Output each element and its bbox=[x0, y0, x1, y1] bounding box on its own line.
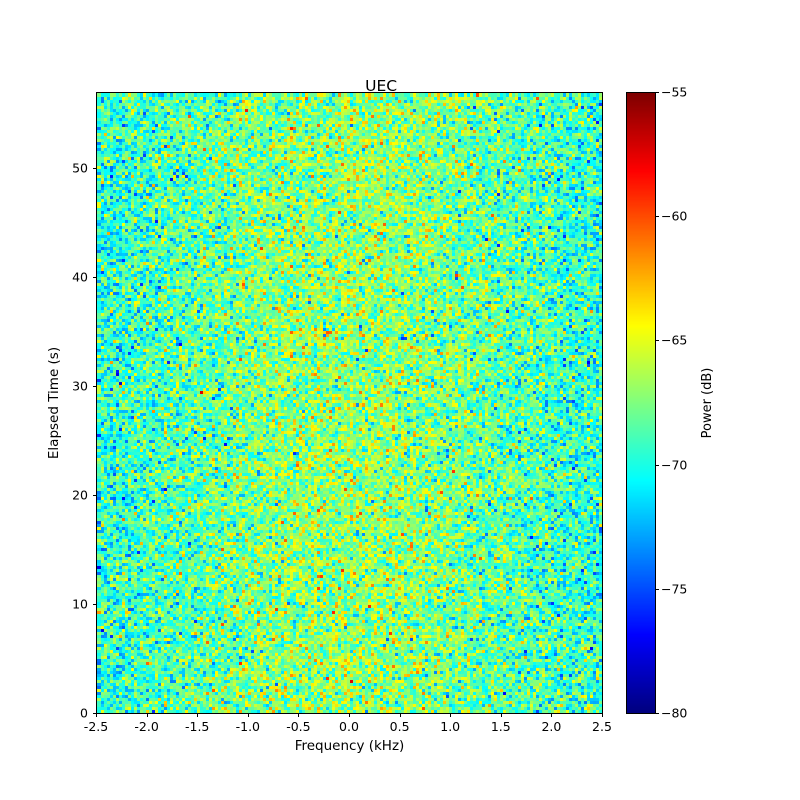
x-tick-label: 0.0 bbox=[339, 719, 359, 734]
y-tick-mark bbox=[93, 495, 97, 497]
y-tick-label: 40 bbox=[72, 269, 88, 285]
colorbar-tick-label: −60 bbox=[661, 208, 688, 224]
x-tick-label: -2.0 bbox=[134, 719, 159, 734]
y-tick-mark bbox=[93, 168, 97, 170]
x-tick-mark bbox=[96, 713, 97, 717]
x-tick-label: 1.0 bbox=[440, 719, 461, 734]
spectrogram-image bbox=[97, 93, 602, 713]
x-tick-mark bbox=[602, 713, 603, 717]
colorbar-tick-label: −80 bbox=[661, 705, 688, 721]
colorbar-tick-mark bbox=[655, 216, 659, 218]
x-tick-mark bbox=[349, 713, 350, 717]
x-tick-label: -2.5 bbox=[83, 719, 109, 734]
x-tick-mark bbox=[298, 713, 300, 717]
y-tick-mark bbox=[93, 713, 97, 714]
x-tick-label: 0.5 bbox=[389, 719, 410, 734]
y-tick-mark bbox=[93, 386, 97, 388]
y-tick-mark bbox=[93, 604, 97, 606]
colorbar-tick-mark bbox=[655, 92, 659, 93]
y-tick-label: 20 bbox=[72, 487, 88, 503]
y-axis-label: Elapsed Time (s) bbox=[46, 346, 62, 460]
x-tick-mark bbox=[146, 713, 148, 717]
y-tick-label: 50 bbox=[72, 160, 88, 176]
x-tick-mark bbox=[197, 713, 199, 717]
x-tick-mark bbox=[399, 713, 401, 717]
y-tick-label: 10 bbox=[72, 596, 88, 612]
x-tick-label: 2.5 bbox=[592, 719, 612, 734]
colorbar-tick-label: −75 bbox=[661, 581, 688, 597]
x-axis-label: Frequency (kHz) bbox=[294, 738, 405, 754]
colorbar-tick-label: −70 bbox=[661, 457, 688, 473]
colorbar-tick-mark bbox=[655, 588, 659, 590]
colorbar-tick-mark bbox=[655, 464, 659, 466]
x-tick-label: 1.5 bbox=[490, 719, 511, 734]
x-tick-label: 2.0 bbox=[541, 719, 562, 734]
x-tick-mark bbox=[551, 713, 553, 717]
title-line-station: UEC bbox=[365, 77, 398, 95]
colorbar-tick-label: −55 bbox=[661, 84, 688, 100]
colorbar-axis-label: Power (dB) bbox=[700, 367, 715, 439]
y-tick-label: 0 bbox=[80, 705, 88, 721]
y-tick-label: 30 bbox=[72, 378, 88, 394]
x-tick-mark bbox=[247, 713, 249, 717]
x-tick-label: -1.5 bbox=[184, 719, 210, 734]
y-tick-mark bbox=[93, 277, 97, 279]
colorbar bbox=[626, 92, 656, 714]
spectrogram-plot-area bbox=[96, 92, 603, 714]
colorbar-tick-label: −65 bbox=[661, 332, 688, 348]
colorbar-gradient bbox=[627, 93, 655, 713]
x-tick-mark bbox=[500, 713, 502, 717]
x-tick-label: -0.5 bbox=[286, 719, 311, 734]
colorbar-tick-mark bbox=[655, 713, 659, 714]
x-tick-label: -1.0 bbox=[235, 719, 260, 734]
x-tick-mark bbox=[450, 713, 452, 717]
colorbar-tick-mark bbox=[655, 340, 659, 342]
